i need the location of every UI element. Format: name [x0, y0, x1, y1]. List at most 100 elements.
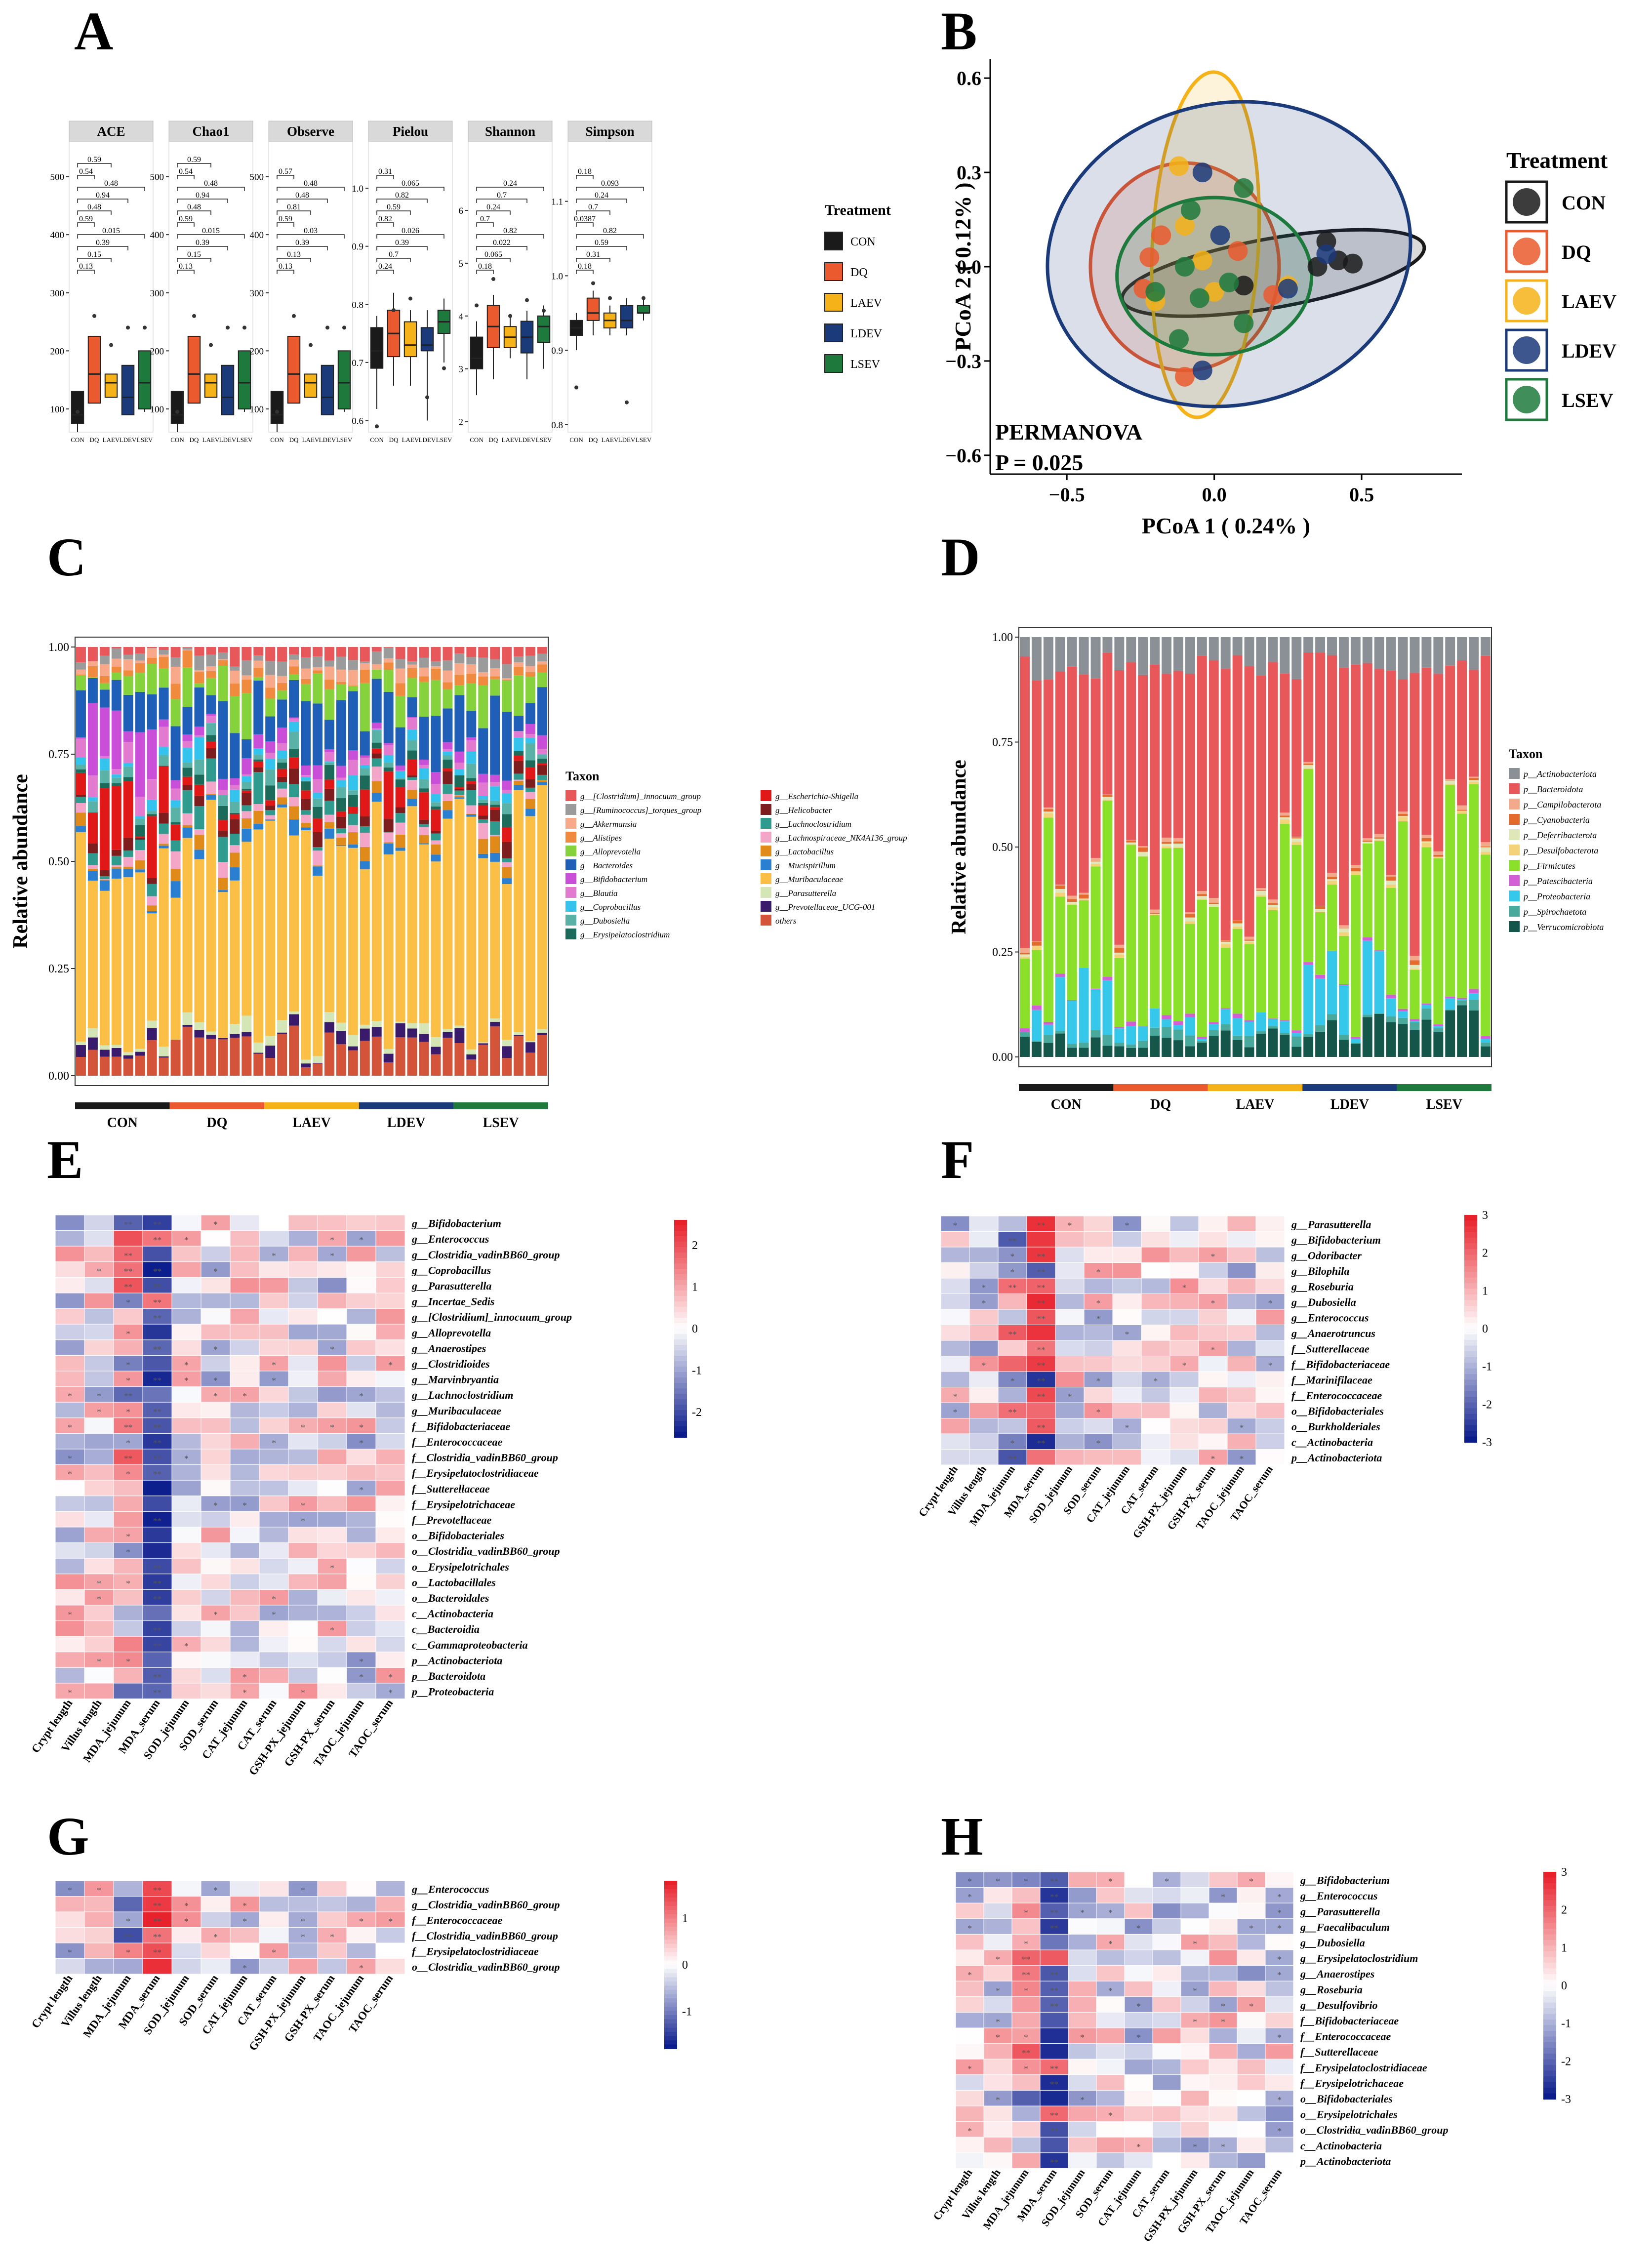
bar-segment: [159, 650, 169, 655]
bar-segment: [313, 876, 322, 1056]
bar-segment: [360, 755, 370, 758]
bar-segment: [1150, 664, 1160, 910]
bar-segment: [1374, 637, 1384, 669]
heat-cell: [1055, 1340, 1085, 1356]
heat-cell: [1026, 1449, 1056, 1465]
heat-cell: [142, 1527, 172, 1543]
bar-segment: [1020, 637, 1030, 656]
x-tick-label: LDEV: [618, 436, 636, 444]
legend-label: others: [775, 916, 797, 926]
bar-segment: [1173, 671, 1183, 838]
heat-cell: [84, 1433, 114, 1450]
heat-cell: [1198, 1371, 1228, 1387]
heat-cell: [1141, 1340, 1170, 1356]
heat-cell: [1096, 2074, 1125, 2091]
bar-segment: [1327, 884, 1337, 951]
bar-segment: [371, 1027, 382, 1037]
heat-cell: [1237, 1934, 1266, 1950]
bar-segment: [478, 728, 488, 774]
legend-key: [1509, 845, 1520, 855]
scale-step: [674, 1383, 687, 1389]
bar-segment: [230, 1034, 240, 1038]
sig-mark: *: [1096, 1298, 1101, 1308]
heat-cell: [142, 1911, 172, 1928]
heat-cell: [113, 1277, 143, 1294]
sig-mark: **: [153, 1948, 161, 1957]
bar-segment: [419, 779, 429, 789]
scale-step: [1464, 1431, 1477, 1437]
heat-cell: [1227, 1340, 1256, 1356]
row-label: g__Lachnoclostridium: [411, 1389, 513, 1401]
scale-step: [1543, 1917, 1556, 1924]
bar-segment: [395, 1037, 405, 1076]
scale-tick-label: -2: [1561, 2055, 1571, 2068]
bar-segment: [1185, 924, 1195, 1014]
bar-segment: [147, 648, 157, 658]
bar-segment: [537, 780, 547, 782]
heat-cell: [171, 1339, 201, 1356]
heat-cell: [1096, 2152, 1125, 2169]
heat-cell: [1068, 2043, 1097, 2060]
heat-cell: [1141, 1387, 1170, 1403]
bar-segment: [383, 662, 394, 670]
bar-segment: [324, 689, 334, 720]
scale-step: [664, 1960, 677, 1965]
group-label: DQ: [206, 1115, 227, 1131]
sig-bracket: [476, 246, 527, 250]
heat-cell: [84, 1511, 114, 1528]
scale-step: [674, 1339, 687, 1345]
sig-mark: **: [153, 1469, 161, 1479]
heat-cell: [955, 2105, 984, 2122]
y-tick-label: −0.3: [945, 350, 981, 372]
bar-segment: [265, 819, 276, 820]
bar-segment: [1220, 947, 1231, 1009]
heat-cell: [998, 1418, 1027, 1434]
sig-mark: *: [330, 1251, 334, 1260]
bar-segment: [1031, 681, 1042, 941]
bar-segment: [1433, 674, 1444, 851]
scale-step: [674, 1269, 687, 1275]
p-value-label: 0.18: [578, 262, 592, 271]
bar-segment: [1209, 902, 1219, 904]
point-ldev: [1210, 225, 1230, 245]
bar-segment: [1055, 973, 1065, 977]
bar-segment: [324, 761, 334, 763]
bar-segment: [1126, 844, 1136, 845]
heat-cell: [1040, 2043, 1069, 2060]
bar-segment: [277, 758, 287, 763]
heat-cell: [288, 1246, 318, 1262]
legend-label: g__Coprobacillus: [580, 902, 641, 912]
bar-segment: [159, 647, 169, 650]
p-value-label: 0.54: [79, 167, 93, 176]
scale-step: [1543, 1951, 1556, 1958]
bar-segment: [336, 837, 346, 845]
outlier-point: [525, 298, 529, 302]
bar-segment: [371, 647, 382, 651]
bar-segment: [76, 669, 86, 675]
bar-segment: [1244, 1020, 1254, 1022]
heat-cell: [346, 1620, 376, 1637]
bar-segment: [1315, 906, 1326, 909]
bar-segment: [1043, 1035, 1053, 1043]
sig-mark: **: [153, 1438, 161, 1448]
heat-cell: [346, 1464, 376, 1481]
bar-segment: [1433, 1028, 1444, 1032]
bar-segment: [76, 675, 86, 690]
bar-segment: [1481, 847, 1491, 852]
bar-segment: [478, 799, 488, 803]
sig-mark: *: [272, 1360, 276, 1370]
sig-mark: *: [1182, 1283, 1187, 1293]
row-label: f__Clostridia_vadinBB60_group: [412, 1930, 558, 1942]
bar-segment: [383, 743, 394, 745]
heat-cell: [940, 1340, 970, 1356]
heat-cell: [55, 1574, 85, 1590]
bar-segment: [454, 795, 465, 798]
heat-cell: [375, 1667, 405, 1684]
sig-mark: **: [1050, 2111, 1058, 2120]
bar-segment: [360, 647, 370, 661]
row-label: o__Bifidobacteriales: [412, 1530, 504, 1542]
heat-cell: [142, 1574, 172, 1590]
bar-segment: [443, 682, 453, 689]
heat-cell: [1227, 1294, 1256, 1310]
heat-cell: [955, 2027, 984, 2044]
